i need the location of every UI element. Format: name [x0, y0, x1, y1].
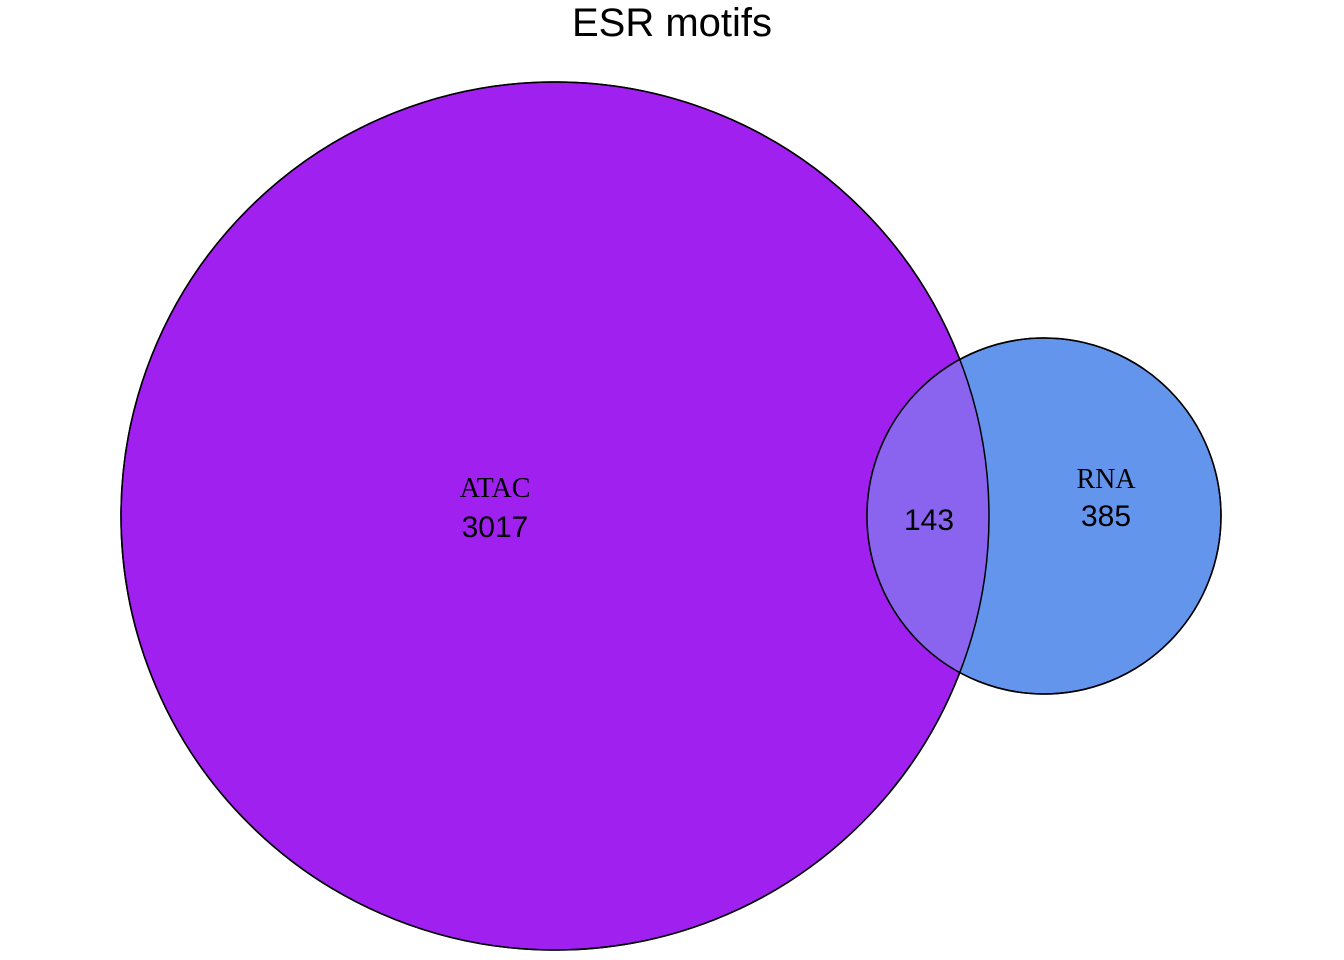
atac-circle-outline	[120, 81, 990, 951]
atac-circle	[120, 81, 990, 951]
diagram-title: ESR motifs	[572, 1, 772, 45]
atac-only-count: 3017	[462, 511, 529, 544]
rna-only-count: 385	[1081, 500, 1131, 533]
atac-set-label: ATAC	[460, 473, 531, 504]
rna-set-label: RNA	[1076, 464, 1136, 495]
rna-circle-outline	[866, 337, 1222, 695]
intersection-count: 143	[904, 504, 954, 537]
